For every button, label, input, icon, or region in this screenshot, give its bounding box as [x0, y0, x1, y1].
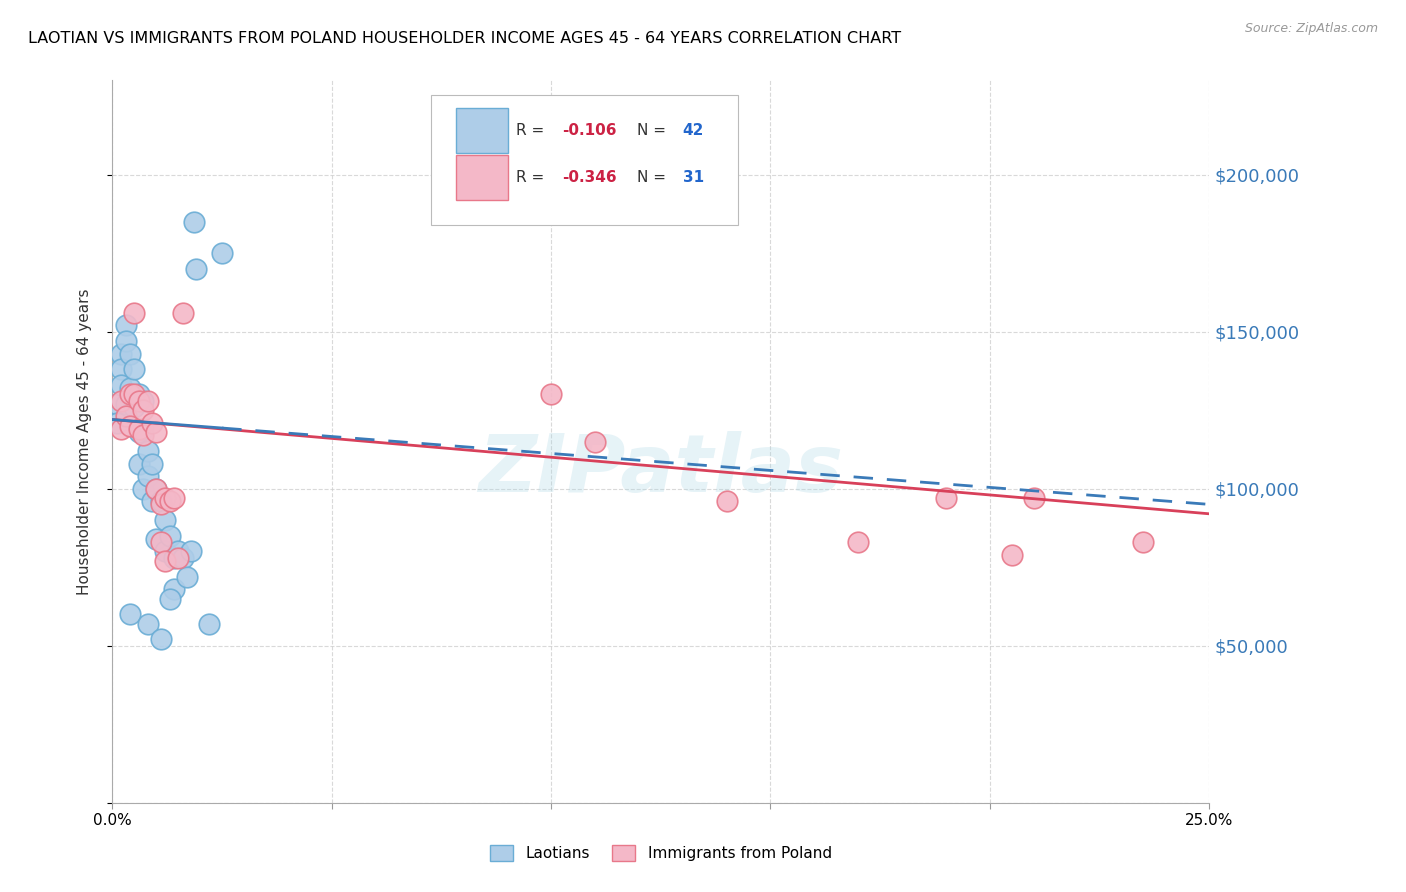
- Point: [128, 425, 150, 439]
- Point: [141, 416, 163, 430]
- Point: [132, 482, 155, 496]
- Point: [128, 393, 150, 408]
- FancyBboxPatch shape: [430, 95, 738, 225]
- Point: [180, 544, 202, 558]
- Point: [124, 362, 146, 376]
- Point: [105, 416, 128, 430]
- Point: [118, 346, 141, 360]
- Text: 42: 42: [683, 123, 704, 138]
- Point: [128, 422, 150, 436]
- Point: [114, 409, 136, 424]
- Point: [163, 550, 186, 565]
- Point: [159, 529, 181, 543]
- Point: [145, 532, 167, 546]
- Point: [1132, 535, 1154, 549]
- Text: LAOTIAN VS IMMIGRANTS FROM POLAND HOUSEHOLDER INCOME AGES 45 - 64 YEARS CORRELAT: LAOTIAN VS IMMIGRANTS FROM POLAND HOUSEH…: [28, 31, 901, 46]
- Text: R =: R =: [516, 170, 550, 186]
- Text: -0.346: -0.346: [562, 170, 617, 186]
- Point: [118, 381, 141, 395]
- Point: [136, 444, 159, 458]
- Point: [167, 544, 190, 558]
- Point: [118, 387, 141, 401]
- Point: [145, 425, 167, 439]
- Text: ZIPatlas: ZIPatlas: [478, 432, 844, 509]
- Point: [136, 616, 159, 631]
- Point: [132, 422, 155, 436]
- Point: [153, 544, 176, 558]
- Point: [128, 387, 150, 401]
- Point: [110, 422, 132, 436]
- Point: [183, 214, 205, 228]
- Point: [118, 418, 141, 433]
- Point: [110, 393, 132, 408]
- Point: [114, 334, 136, 348]
- Point: [110, 378, 132, 392]
- Point: [128, 457, 150, 471]
- Point: [114, 397, 136, 411]
- Point: [141, 457, 163, 471]
- Point: [145, 482, 167, 496]
- Point: [149, 497, 172, 511]
- Point: [1001, 548, 1024, 562]
- Point: [153, 491, 176, 505]
- Point: [136, 469, 159, 483]
- Point: [132, 403, 155, 417]
- Point: [153, 554, 176, 568]
- Point: [114, 318, 136, 333]
- Point: [1022, 491, 1045, 505]
- Text: 31: 31: [683, 170, 704, 186]
- Point: [159, 591, 181, 606]
- Text: Source: ZipAtlas.com: Source: ZipAtlas.com: [1244, 22, 1378, 36]
- Point: [716, 494, 738, 508]
- Point: [176, 569, 198, 583]
- Point: [583, 434, 606, 449]
- FancyBboxPatch shape: [456, 109, 509, 153]
- Point: [124, 387, 146, 401]
- Point: [163, 582, 186, 597]
- Point: [149, 632, 172, 647]
- Point: [110, 362, 132, 376]
- Point: [198, 616, 221, 631]
- Point: [540, 387, 562, 401]
- Point: [141, 494, 163, 508]
- Point: [211, 246, 233, 260]
- Point: [167, 550, 190, 565]
- Point: [163, 491, 186, 505]
- Point: [145, 482, 167, 496]
- Point: [136, 393, 159, 408]
- Point: [172, 550, 194, 565]
- Point: [172, 306, 194, 320]
- Point: [132, 428, 155, 442]
- Point: [149, 494, 172, 508]
- Point: [846, 535, 869, 549]
- Text: R =: R =: [516, 123, 550, 138]
- Point: [124, 306, 146, 320]
- Y-axis label: Householder Income Ages 45 - 64 years: Householder Income Ages 45 - 64 years: [77, 288, 91, 595]
- Point: [118, 607, 141, 622]
- Point: [149, 535, 172, 549]
- Point: [153, 513, 176, 527]
- Legend: Laotians, Immigrants from Poland: Laotians, Immigrants from Poland: [484, 839, 838, 867]
- Point: [159, 494, 181, 508]
- FancyBboxPatch shape: [456, 155, 509, 200]
- Point: [132, 393, 155, 408]
- Point: [110, 346, 132, 360]
- Point: [105, 397, 128, 411]
- Text: N =: N =: [637, 170, 671, 186]
- Point: [184, 261, 207, 276]
- Text: -0.106: -0.106: [562, 123, 617, 138]
- Point: [935, 491, 957, 505]
- Text: N =: N =: [637, 123, 671, 138]
- Point: [124, 400, 146, 414]
